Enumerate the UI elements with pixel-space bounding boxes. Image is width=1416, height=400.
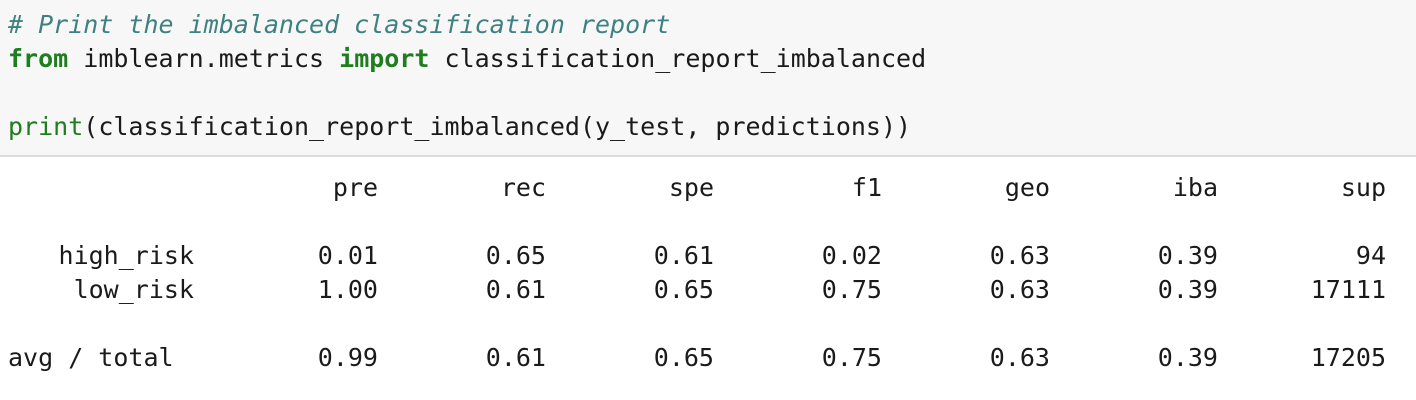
cell-rec: 0.61 — [485, 275, 546, 304]
cell-sup: 17111 — [1310, 275, 1386, 304]
code-input-area[interactable]: # Print the imbalanced classification re… — [0, 0, 1416, 157]
cell-f1: 0.02 — [821, 241, 882, 270]
cell-rec: 0.65 — [485, 241, 546, 270]
cell-spe: 0.65 — [653, 343, 714, 372]
cell-iba: 0.39 — [1157, 241, 1218, 270]
row-label: low_risk — [73, 275, 194, 304]
cell-f1: 0.75 — [821, 343, 882, 372]
imported-function: classification_report_imbalanced — [429, 44, 927, 73]
row-label: high_risk — [58, 241, 194, 270]
header-iba: iba — [1172, 173, 1218, 202]
cell-pre: 0.01 — [317, 241, 378, 270]
code-print-line: print(classification_report_imbalanced(y… — [8, 110, 911, 144]
header-pre: pre — [332, 173, 378, 202]
cell-geo: 0.63 — [989, 275, 1050, 304]
cell-geo: 0.63 — [989, 241, 1050, 270]
cell-sup: 17205 — [1310, 343, 1386, 372]
cell-sup: 94 — [1355, 241, 1386, 270]
cell-iba: 0.39 — [1157, 275, 1218, 304]
builtin-print: print — [8, 112, 84, 141]
code-comment-line: # Print the imbalanced classification re… — [8, 10, 671, 39]
keyword-import: import — [339, 44, 430, 73]
header-spe: spe — [668, 173, 714, 202]
header-f1: f1 — [851, 173, 882, 202]
row-label: avg / total — [8, 343, 174, 372]
cell-pre: 1.00 — [317, 275, 378, 304]
cell-pre: 0.99 — [317, 343, 378, 372]
module-name: imblearn.metrics — [68, 44, 340, 73]
header-rec: rec — [500, 173, 546, 202]
cell-f1: 0.75 — [821, 275, 882, 304]
keyword-from: from — [8, 44, 69, 73]
cell-iba: 0.39 — [1157, 343, 1218, 372]
cell-output-area: pre rec spe f1 geo iba sup high_risk 0.0… — [0, 157, 1416, 400]
print-arguments: (classification_report_imbalanced(y_test… — [83, 112, 912, 141]
cell-spe: 0.61 — [653, 241, 714, 270]
cell-geo: 0.63 — [989, 343, 1050, 372]
code-import-line: from imblearn.metrics import classificat… — [8, 42, 926, 76]
cell-rec: 0.61 — [485, 343, 546, 372]
cell-spe: 0.65 — [653, 275, 714, 304]
header-geo: geo — [1004, 173, 1050, 202]
header-sup: sup — [1340, 173, 1386, 202]
